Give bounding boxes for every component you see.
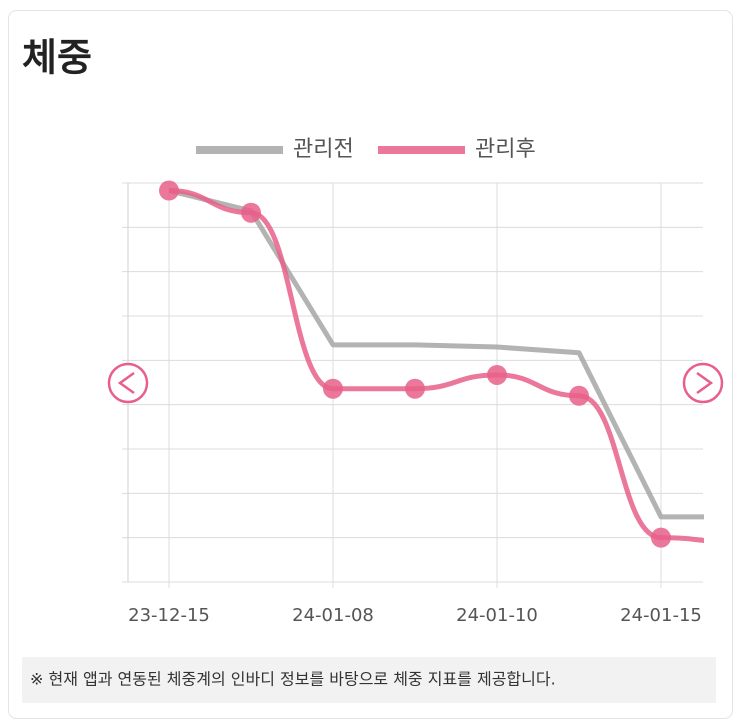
legend-label: 관리후 — [475, 137, 536, 162]
prev-button[interactable] — [107, 362, 149, 404]
x-tick-label: 24-01-15 — [620, 605, 702, 626]
next-button[interactable] — [682, 362, 724, 404]
point — [323, 378, 343, 399]
point — [487, 364, 507, 385]
point — [733, 533, 743, 553]
x-tick-label: 23-12-15 — [128, 605, 210, 626]
x-tick-label: 24-01-10 — [456, 605, 538, 626]
footnote-box — [22, 657, 716, 703]
point — [405, 378, 425, 399]
legend-label: 관리전 — [293, 137, 354, 162]
series-line — [168, 188, 704, 520]
series-line — [168, 188, 704, 544]
card — [8, 10, 733, 719]
point — [159, 180, 179, 201]
footnote: ※ 현재 앱과 연동된 체중계의 인바디 정보를 바탕으로 체중 지표를 제공합… — [30, 670, 556, 689]
title: 체중 — [22, 36, 92, 80]
point — [569, 385, 589, 406]
point — [651, 527, 671, 548]
x-tick-label: 24-01-08 — [292, 605, 374, 626]
point — [241, 202, 261, 223]
